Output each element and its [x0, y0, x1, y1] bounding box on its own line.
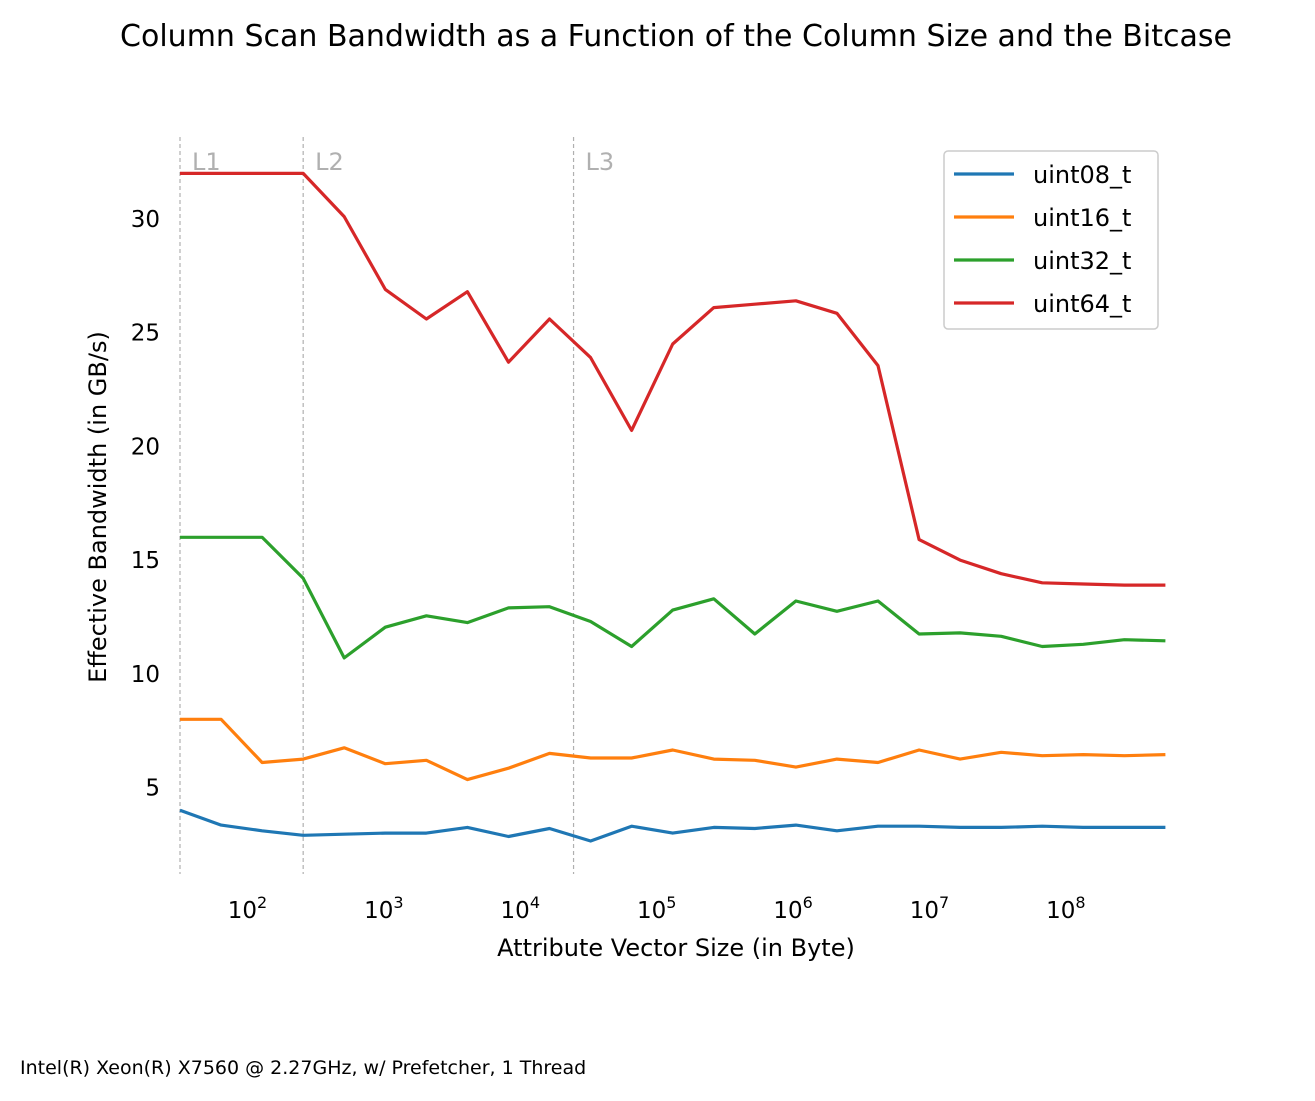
x-tick-base: 10	[910, 898, 939, 924]
legend-frame	[943, 150, 1159, 330]
x-tick-exponent: 3	[393, 893, 403, 912]
chart-title: Column Scan Bandwidth as a Function of t…	[120, 19, 1232, 54]
cache-label-l2: L2	[315, 148, 344, 176]
y-tick-label: 30	[131, 207, 160, 233]
y-axis-ticks: 5 10 15 20 25 30	[131, 207, 160, 802]
series-lines	[179, 171, 1166, 843]
x-tick-base: 10	[364, 898, 393, 924]
series-line-uint08_t	[179, 808, 1166, 843]
x-tick-exponent: 7	[939, 893, 949, 912]
x-tick-exponent: 5	[666, 893, 676, 912]
x-axis-ticks: 102 103 104 105 106 107 108	[228, 893, 1086, 924]
x-tick-label: 103	[364, 893, 403, 924]
y-tick-label: 5	[145, 776, 160, 802]
y-axis-label: Effective Bandwidth (in GB/s)	[84, 331, 112, 683]
x-tick-exponent: 6	[803, 893, 813, 912]
x-tick-base: 10	[228, 898, 257, 924]
x-tick-base: 10	[637, 898, 666, 924]
x-tick-exponent: 8	[1075, 893, 1085, 912]
series-line-uint32_t	[180, 535, 1166, 660]
series-line-uint64_t	[180, 171, 1166, 587]
cache-label-l1: L1	[192, 148, 221, 176]
legend-label-uint64_t: uint64_t	[1033, 290, 1131, 318]
series-line-uint16_t	[180, 717, 1166, 782]
x-tick-base: 10	[773, 898, 802, 924]
legend-label-uint32_t: uint32_t	[1033, 247, 1131, 275]
y-tick-label: 25	[131, 321, 160, 347]
x-tick-exponent: 2	[257, 893, 267, 912]
legend: uint08_t uint16_t uint32_t uint64_t	[943, 150, 1159, 330]
footer-note: Intel(R) Xeon(R) X7560 @ 2.27GHz, w/ Pre…	[20, 1057, 587, 1079]
x-tick-label: 105	[637, 893, 676, 924]
x-tick-base: 10	[501, 898, 530, 924]
y-tick-label: 10	[131, 662, 160, 688]
y-tick-label: 20	[131, 434, 160, 460]
y-tick-label: 15	[131, 548, 160, 574]
x-tick-base: 10	[1046, 898, 1075, 924]
cache-level-markers: L1 L2 L3	[179, 137, 615, 874]
x-axis-label: Attribute Vector Size (in Byte)	[497, 934, 855, 962]
x-tick-label: 102	[228, 893, 267, 924]
cache-label-l3: L3	[586, 148, 615, 176]
x-tick-label: 106	[773, 893, 812, 924]
x-tick-exponent: 4	[530, 893, 540, 912]
x-tick-label: 107	[910, 893, 949, 924]
x-tick-label: 108	[1046, 893, 1085, 924]
legend-label-uint08_t: uint08_t	[1033, 161, 1131, 189]
x-tick-label: 104	[501, 893, 540, 924]
legend-label-uint16_t: uint16_t	[1033, 204, 1131, 232]
